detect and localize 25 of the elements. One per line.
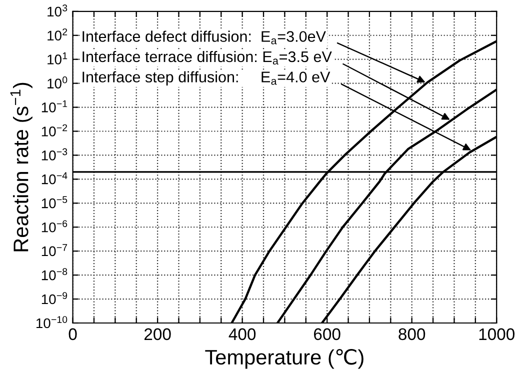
y-tick-label: 10$^{−10}$ xyxy=(36,316,68,328)
y-tick-label: 10$^{2}$ xyxy=(48,28,68,41)
y-tick-label: 10$^{3}$ xyxy=(48,4,68,17)
y-tick-label: 10$^{−2}$ xyxy=(42,124,68,136)
y-tick-label: 10$^{−8}$ xyxy=(42,268,68,280)
x-axis-title: Temperature (℃) xyxy=(205,348,364,369)
y-tick-label: 10$^{−1}$ xyxy=(42,100,68,112)
annotation: Interface step diffusion: E$_{a}$=4.0 eV xyxy=(82,71,330,86)
annotation: Interface defect diffusion: E$_{a}$=3.0eV xyxy=(82,30,326,44)
x-tick-label: 400 xyxy=(228,328,256,340)
y-tick-label: 10$^{−6}$ xyxy=(42,220,68,232)
x-tick-label: 1000 xyxy=(479,328,514,340)
x-tick-label: 600 xyxy=(314,328,340,340)
y-tick-label: 10$^{−5}$ xyxy=(42,196,68,208)
y-tick-label: 10$^{−9}$ xyxy=(42,292,68,304)
y-tick-label: 10$^{1}$ xyxy=(48,52,68,64)
y-tick-label: 10$^{−3}$ xyxy=(42,148,68,160)
x-tick-label: 0 xyxy=(68,328,77,340)
y-tick-label: 10$^{0}$ xyxy=(48,76,68,88)
y-tick-label: 10$^{−7}$ xyxy=(42,244,68,256)
y-tick-label: 10$^{−4}$ xyxy=(42,172,68,184)
x-tick-label: 800 xyxy=(398,328,426,340)
y-axis-title: Reaction rate (s$^{−1}$) xyxy=(10,82,32,252)
annotation: Interface terrace diffusion: E$_{a}$=3.5 eV xyxy=(82,50,332,65)
x-tick-label: 200 xyxy=(144,328,171,340)
